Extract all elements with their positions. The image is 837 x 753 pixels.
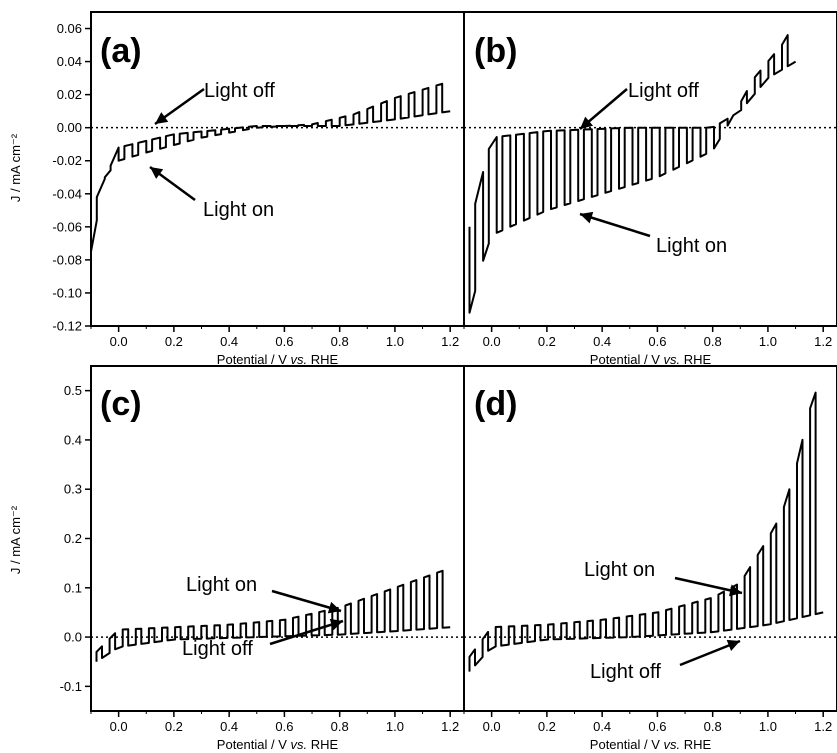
annotation-label: Light on (203, 199, 274, 221)
annotation-label: Light on (584, 559, 655, 581)
arrowhead (726, 639, 740, 652)
arrowhead (728, 584, 742, 597)
x-tick-label: 1.2 (441, 719, 459, 734)
plot-frame (463, 11, 837, 327)
x-tick-label: 0.2 (538, 334, 556, 349)
x-tick-label: 0.8 (331, 334, 349, 349)
y-axis-title: J / mA cm⁻² (8, 505, 23, 574)
x-tick-label: 1.2 (814, 334, 832, 349)
arrowhead (580, 116, 594, 129)
current-trace (468, 34, 797, 314)
x-tick-label: 1.2 (814, 719, 832, 734)
y-tick-label: -0.08 (52, 252, 82, 267)
x-axis-title: Potential / V vs. RHE (590, 737, 712, 752)
x-tick-label: 0.4 (220, 334, 238, 349)
current-trace (95, 569, 451, 662)
y-tick-label: 0.04 (57, 54, 82, 69)
x-tick-label: 0.2 (165, 719, 183, 734)
panel-label: (a) (100, 32, 142, 70)
y-tick-label: 0.3 (64, 482, 82, 497)
x-axis-title: Potential / V vs. RHE (217, 352, 339, 367)
arrowhead (150, 167, 164, 179)
x-tick-label: 0.8 (704, 334, 722, 349)
y-tick-label: -0.02 (52, 153, 82, 168)
y-tick-label: 0.00 (57, 120, 82, 135)
current-trace (468, 391, 824, 672)
y-tick-label: 0.02 (57, 87, 82, 102)
y-tick-label: -0.06 (52, 219, 82, 234)
arrowhead (327, 601, 341, 614)
x-axis-title: Potential / V vs. RHE (590, 352, 712, 367)
plot-frame (463, 365, 837, 712)
x-axis-title: Potential / V vs. RHE (217, 737, 339, 752)
x-tick-label: 0.6 (648, 334, 666, 349)
x-tick-label: 0.4 (593, 334, 611, 349)
x-tick-label: 1.0 (759, 719, 777, 734)
y-tick-label: 0.5 (64, 383, 82, 398)
y-tick-label: -0.1 (60, 679, 82, 694)
panel-d: 0.0 0.2 0.4 0.6 0.8 1.0 1.2 Potential / V vs. R… (463, 365, 837, 752)
x-tick-label: 0.2 (165, 334, 183, 349)
plot-frame (90, 365, 465, 712)
panel-b: 0.0 0.2 0.4 0.6 0.8 1.0 1.2 Potential / V vs. R… (463, 11, 837, 367)
annotation-arrow (269, 619, 344, 646)
x-tick-label: 1.0 (386, 719, 404, 734)
x-tick-label: 0.4 (593, 719, 611, 734)
annotation-label: Light off (590, 661, 661, 683)
y-tick-label: 0.1 (64, 580, 82, 595)
x-tick-label: 0.4 (220, 719, 238, 734)
y-tick-label: -0.10 (52, 285, 82, 300)
panel-a: 0.0 0.2 0.4 0.6 0.8 1.0 1.2 0.06 0.04 0.02 0.00 -0.… (8, 11, 465, 367)
panel-label: (d) (474, 385, 517, 423)
current-trace (90, 82, 451, 253)
plot-frame (90, 11, 465, 327)
arrowhead (329, 618, 343, 631)
x-tick-label: 1.0 (759, 334, 777, 349)
panel-label: (b) (474, 32, 517, 70)
y-tick-label: -0.12 (52, 319, 82, 334)
x-tick-label: 0.8 (704, 719, 722, 734)
x-tick-label: 0.0 (110, 334, 128, 349)
arrowhead (155, 112, 169, 124)
y-tick-label: 0.2 (64, 531, 82, 546)
annotation-label: Light off (628, 80, 699, 102)
x-tick-label: 0.6 (648, 719, 666, 734)
x-tick-label: 0.2 (538, 719, 556, 734)
x-tick-label: 0.0 (483, 719, 501, 734)
y-tick-label: -0.04 (52, 186, 82, 201)
y-tick-label: 0.4 (64, 432, 82, 447)
y-tick-label: 0.0 (64, 630, 82, 645)
x-tick-label: 0.6 (275, 719, 293, 734)
x-tick-label: 1.0 (386, 334, 404, 349)
y-tick-label: 0.06 (57, 21, 82, 36)
annotation-label: Light on (656, 235, 727, 257)
annotation-arrow (579, 212, 651, 238)
annotation-label: Light off (182, 638, 253, 660)
x-tick-label: 0.0 (483, 334, 501, 349)
arrowhead (580, 211, 594, 224)
panel-label: (c) (100, 385, 142, 423)
panel-c: 0.0 0.2 0.4 0.6 0.8 1.0 1.2 0.5 0.4 0.3 0.2 0.1 0.0 -… (8, 365, 465, 752)
x-tick-label: 0.0 (110, 719, 128, 734)
x-tick-label: 1.2 (441, 334, 459, 349)
x-tick-label: 0.8 (331, 719, 349, 734)
annotation-label: Light off (204, 80, 275, 102)
x-tick-label: 0.6 (275, 334, 293, 349)
annotation-label: Light on (186, 574, 257, 596)
y-axis-title: J / mA cm⁻² (8, 133, 23, 202)
